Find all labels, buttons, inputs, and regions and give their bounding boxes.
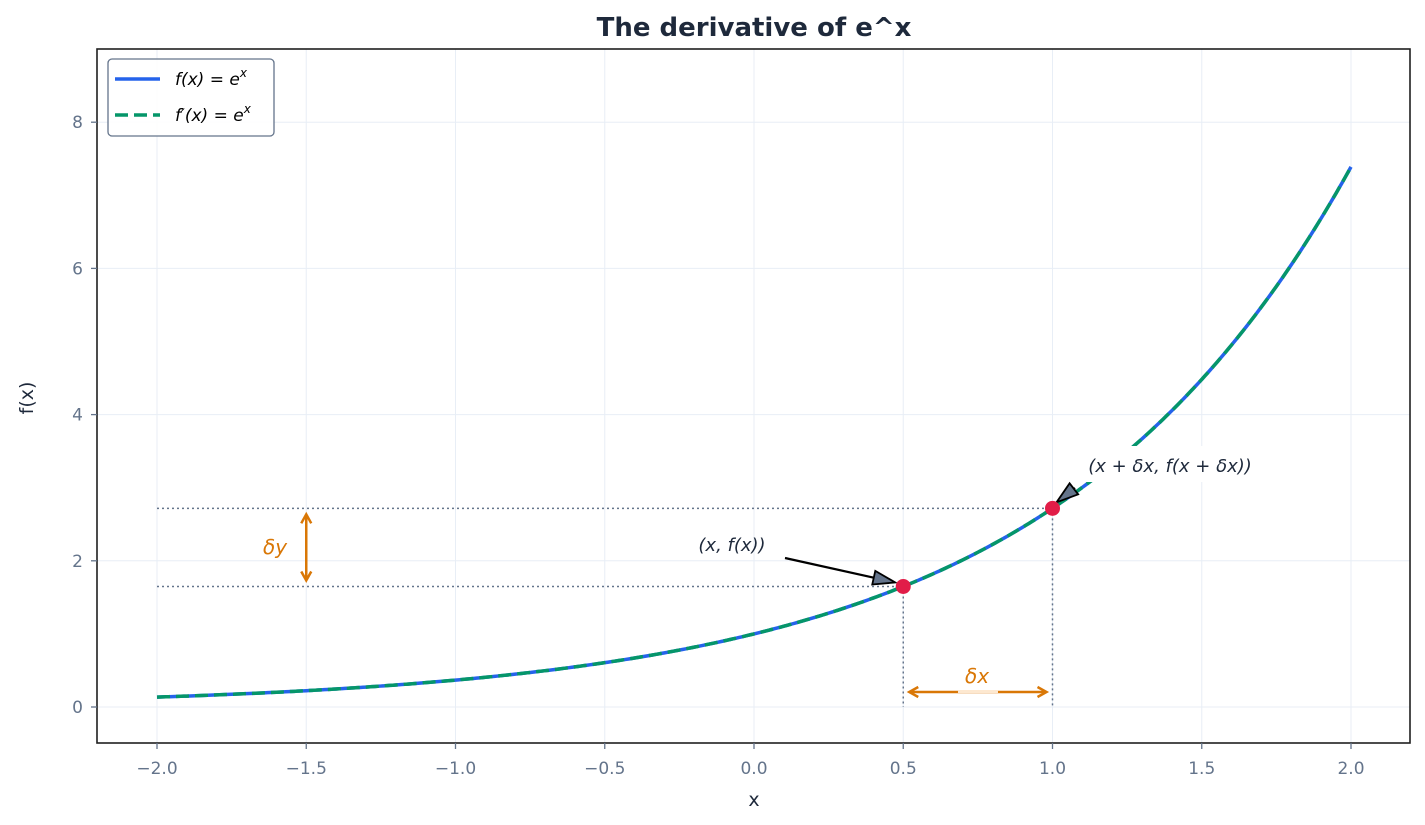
y-axis-ticks: 0 2 4 6 8 bbox=[72, 113, 97, 718]
chart-title: The derivative of e^x bbox=[597, 13, 912, 43]
arrow-head bbox=[300, 511, 313, 524]
y-axis-label: f(x) bbox=[16, 382, 38, 415]
pointer-head bbox=[871, 569, 899, 586]
x-tick-label: −1.0 bbox=[435, 759, 476, 779]
legend-fprime-label: f′(x) = ex bbox=[175, 102, 252, 126]
x-tick-label: 2.0 bbox=[1337, 759, 1364, 779]
delta-x-label: δx bbox=[965, 664, 989, 688]
arrow-head bbox=[1036, 685, 1050, 699]
x-tick-label: 1.5 bbox=[1188, 759, 1215, 779]
curves bbox=[156, 166, 1353, 699]
y-tick-label: 6 bbox=[72, 259, 83, 279]
legend-f-label: f(x) = ex bbox=[175, 66, 248, 90]
point-label-fxdx: (x + δx, f(x + δx)) bbox=[1088, 456, 1252, 477]
x-axis-ticks: −2.0 −1.5 −1.0 −0.5 0.0 0.5 1.0 1.5 2.0 bbox=[136, 743, 1365, 779]
delta-y-label: δy bbox=[263, 535, 288, 559]
highlight-point bbox=[1045, 500, 1060, 516]
arrow-head bbox=[906, 685, 919, 699]
x-tick-label: 1.0 bbox=[1039, 759, 1066, 779]
grid bbox=[97, 49, 1410, 743]
x-axis-label: x bbox=[748, 789, 759, 811]
x-tick-label: −0.5 bbox=[584, 759, 625, 779]
x-tick-label: −1.5 bbox=[286, 759, 327, 779]
pointer-to-fx bbox=[784, 556, 899, 586]
y-tick-label: 4 bbox=[72, 406, 83, 426]
highlight-points bbox=[895, 500, 1060, 594]
fprime-line bbox=[156, 166, 1353, 699]
highlight-point bbox=[895, 578, 911, 594]
delta-y-arrow bbox=[300, 511, 313, 584]
y-tick-label: 0 bbox=[72, 698, 83, 718]
y-tick-label: 2 bbox=[72, 552, 83, 572]
x-tick-label: −2.0 bbox=[136, 759, 177, 779]
annotation-background bbox=[1078, 446, 1262, 482]
guide-lines bbox=[157, 507, 1054, 707]
annotations: δy δx (x, f(x)) (x + δx, f(x + δx)) bbox=[263, 456, 1252, 699]
x-tick-label: 0.0 bbox=[740, 759, 767, 779]
pointer-shaft bbox=[784, 556, 875, 579]
pointer-head bbox=[1054, 481, 1080, 505]
y-tick-label: 8 bbox=[72, 113, 83, 133]
pointer-to-fxdx bbox=[1054, 481, 1080, 505]
arrow-head bbox=[300, 570, 313, 584]
delta-x-label-bg-strip bbox=[958, 690, 998, 693]
legend: f(x) = ex f′(x) = ex bbox=[107, 58, 275, 137]
x-tick-label: 0.5 bbox=[890, 759, 917, 779]
point-label-fx: (x, f(x)) bbox=[698, 535, 765, 556]
